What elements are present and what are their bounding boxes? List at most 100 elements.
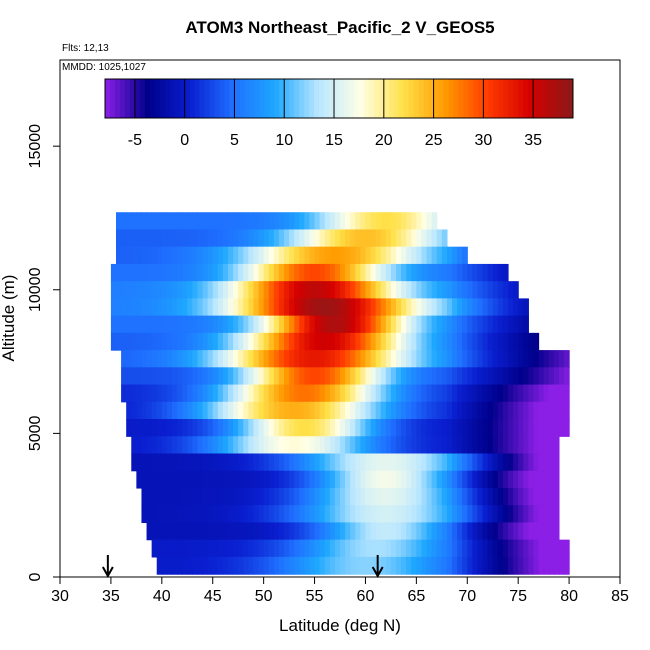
heatmap-cell	[294, 281, 300, 299]
heatmap-cell	[110, 298, 117, 317]
heatmap-cell	[375, 315, 382, 334]
colorbar-segment	[239, 79, 245, 118]
heatmap-cell	[304, 315, 311, 334]
heatmap-cell	[411, 229, 417, 248]
heatmap-cell	[217, 263, 224, 282]
heatmap-cell	[187, 470, 193, 489]
heatmap-cell	[294, 315, 300, 334]
heatmap-cell	[217, 246, 224, 265]
colorbar-segment	[553, 79, 559, 118]
heatmap-cell	[390, 539, 397, 558]
heatmap-cell	[355, 246, 361, 265]
heatmap-cell	[370, 281, 377, 299]
heatmap-cell	[197, 419, 204, 437]
heatmap-cell	[263, 505, 270, 524]
heatmap-cell	[431, 281, 438, 299]
heatmap-cell	[192, 470, 199, 489]
heatmap-cell	[365, 298, 372, 317]
heatmap-cell	[136, 436, 143, 455]
heatmap-cell	[248, 367, 255, 386]
heatmap-cell	[324, 212, 331, 231]
heatmap-cell	[431, 298, 438, 317]
heatmap-cell	[441, 315, 448, 334]
heatmap-cell	[314, 522, 321, 541]
heatmap-cell	[192, 350, 199, 368]
heatmap-cell	[401, 315, 407, 334]
heatmap-cell	[151, 332, 158, 351]
heatmap-cell	[416, 384, 423, 403]
heatmap-cell	[263, 436, 270, 455]
heatmap-cell	[197, 246, 204, 265]
heatmap-cell	[243, 229, 249, 248]
heatmap-cell	[355, 212, 361, 231]
heatmap-cell	[558, 556, 565, 575]
heatmap-cell	[141, 401, 148, 420]
heatmap-cell	[207, 487, 214, 506]
heatmap-cell	[233, 384, 239, 403]
heatmap-cell	[212, 367, 219, 386]
heatmap-cell	[345, 487, 351, 506]
heatmap-cell	[217, 332, 224, 351]
heatmap-cell	[228, 281, 234, 299]
heatmap-cell	[238, 436, 244, 455]
heatmap-cell	[187, 436, 193, 455]
heatmap-cell	[350, 539, 356, 558]
heatmap-cell	[334, 229, 341, 248]
heatmap-cell	[340, 212, 346, 231]
heatmap-cell	[121, 246, 127, 265]
heatmap-cell	[513, 419, 519, 437]
heatmap-cell	[533, 419, 540, 437]
heatmap-cell	[263, 367, 270, 386]
heatmap-cell	[212, 212, 219, 231]
heatmap-cell	[212, 436, 219, 455]
heatmap-cell	[177, 505, 183, 524]
heatmap-cell	[258, 487, 265, 506]
heatmap-cell	[228, 298, 234, 317]
heatmap-cell	[319, 556, 326, 575]
heatmap-cell	[278, 487, 285, 506]
heatmap-cell	[406, 281, 412, 299]
heatmap-cell	[289, 246, 295, 265]
heatmap-cell	[472, 332, 479, 351]
heatmap-cell	[151, 229, 158, 248]
heatmap-cell	[365, 401, 372, 420]
heatmap-cell	[543, 539, 550, 558]
heatmap-cell	[360, 212, 367, 231]
heatmap-cell	[508, 298, 514, 317]
heatmap-cell	[523, 384, 529, 403]
heatmap-cell	[365, 367, 372, 386]
heatmap-cell	[436, 453, 443, 472]
heatmap-cell	[538, 470, 545, 489]
heatmap-cell	[248, 556, 255, 575]
heatmap-cell	[136, 315, 143, 334]
heatmap-cell	[452, 436, 458, 455]
colorbar-segment	[528, 79, 534, 118]
heatmap-cell	[177, 470, 183, 489]
heatmap-cell	[161, 522, 168, 541]
heatmap-cell	[284, 556, 290, 575]
heatmap-cell	[136, 419, 143, 437]
heatmap-cell	[365, 505, 372, 524]
heatmap-cell	[385, 367, 392, 386]
heatmap-cell	[380, 487, 387, 506]
heatmap-cell	[294, 384, 300, 403]
x-tick-label: 60	[357, 588, 375, 605]
colorbar-segment	[498, 79, 504, 118]
heatmap-cell	[253, 229, 260, 248]
heatmap-cell	[192, 212, 199, 231]
heatmap-cell	[553, 505, 560, 524]
heatmap-cell	[141, 332, 148, 351]
heatmap-cell	[355, 401, 361, 420]
heatmap-cell	[248, 246, 255, 265]
heatmap-cell	[502, 419, 509, 437]
heatmap-cell	[492, 367, 499, 386]
heatmap-cell	[187, 315, 193, 334]
heatmap-cell	[426, 505, 433, 524]
heatmap-cell	[497, 505, 504, 524]
heatmap-cell	[365, 539, 372, 558]
heatmap-cell	[268, 332, 275, 351]
heatmap-cell	[350, 505, 356, 524]
heatmap-cell	[294, 539, 300, 558]
heatmap-cell	[345, 367, 351, 386]
heatmap-cell	[156, 470, 163, 489]
